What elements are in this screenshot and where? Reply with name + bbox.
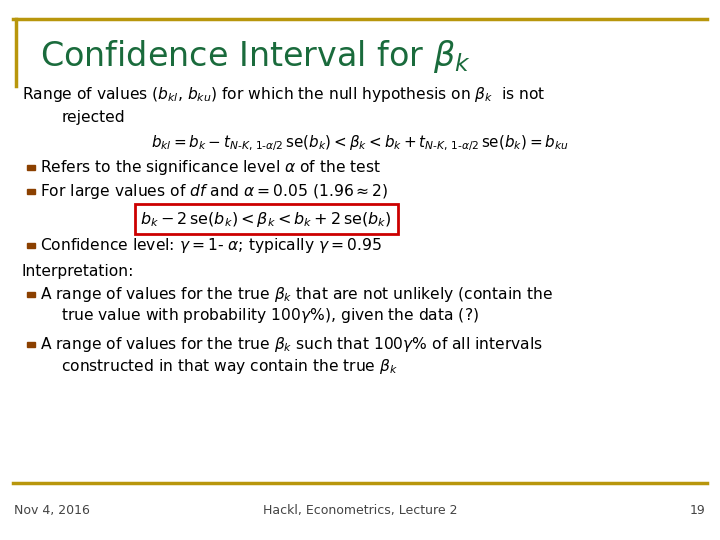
FancyBboxPatch shape [27,165,35,170]
FancyBboxPatch shape [27,189,35,194]
Text: Range of values ($b_{kl}$, $b_{ku}$) for which the null hypothesis on $\beta_k$ : Range of values ($b_{kl}$, $b_{ku}$) for… [22,85,545,104]
Text: Nov 4, 2016: Nov 4, 2016 [14,504,90,517]
Text: $\mathit{b}_{kl} = \mathit{b}_k - t_{N\text{-}K,\,1\text{-}\alpha/2}$$\,\mathrm{: $\mathit{b}_{kl} = \mathit{b}_k - t_{N\t… [151,133,569,153]
Text: Confidence level: $\gamma = 1$- $\alpha$; typically $\gamma = 0.95$: Confidence level: $\gamma = 1$- $\alpha$… [40,236,381,255]
Text: Confidence Interval for $\beta_k$: Confidence Interval for $\beta_k$ [40,38,470,75]
Text: Interpretation:: Interpretation: [22,264,134,279]
Text: Hackl, Econometrics, Lecture 2: Hackl, Econometrics, Lecture 2 [263,504,457,517]
FancyBboxPatch shape [27,243,35,248]
Text: Refers to the significance level $\alpha$ of the test: Refers to the significance level $\alpha… [40,158,381,177]
FancyBboxPatch shape [27,342,35,347]
Text: $\mathit{b}_k - 2\,\mathrm{se}(\mathit{b}_k) < \beta_k < \mathit{b}_k + 2\,\math: $\mathit{b}_k - 2\,\mathrm{se}(\mathit{b… [140,210,392,229]
Text: A range of values for the true $\beta_k$ that are not unlikely (contain the: A range of values for the true $\beta_k$… [40,285,553,304]
Text: 19: 19 [690,504,706,517]
Text: For large values of $\mathit{df}$ and $\alpha = 0.05$ $(1.96 \approx 2)$: For large values of $\mathit{df}$ and $\… [40,182,388,201]
Text: true value with probability $100\gamma$%), given the data (?): true value with probability $100\gamma$%… [61,306,480,326]
Text: A range of values for the true $\beta_k$ such that $100\gamma$% of all intervals: A range of values for the true $\beta_k$… [40,335,543,354]
Text: rejected: rejected [61,110,125,125]
FancyBboxPatch shape [27,292,35,297]
Text: constructed in that way contain the true $\beta_k$: constructed in that way contain the true… [61,356,398,376]
